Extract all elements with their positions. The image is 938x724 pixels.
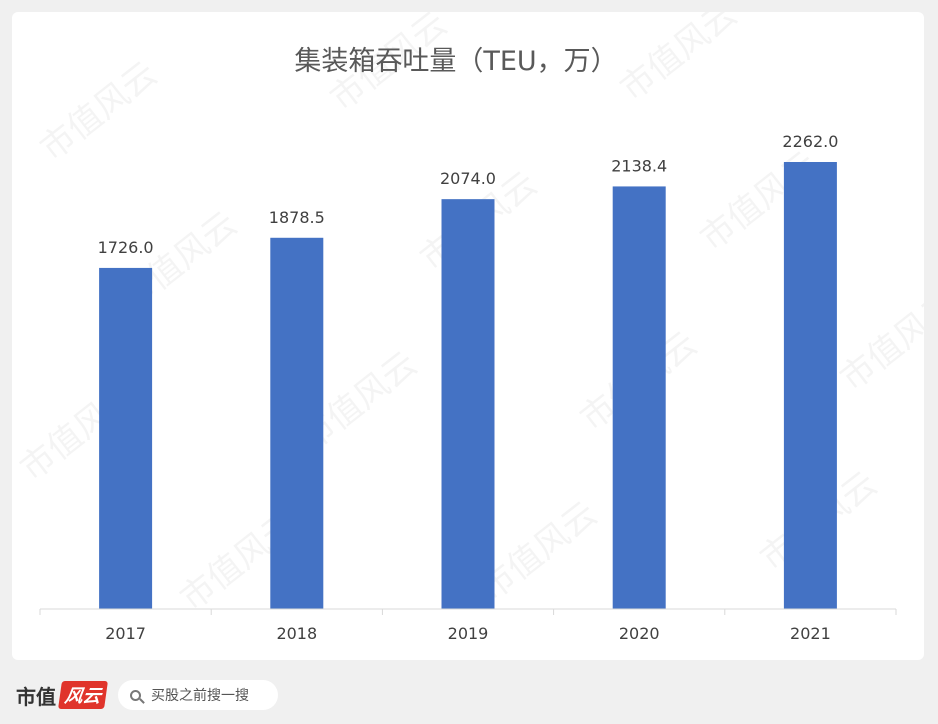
search-input[interactable]: 买股之前搜一搜 <box>118 680 278 710</box>
chart-card: 市值风云 市值风云 市值风云 市值风云 市值风云 市值风云 市值风云 市值风云 市值风云 市值风云… <box>12 12 924 660</box>
brand-logo-mark: 风云 <box>58 681 108 709</box>
watermark-text: 市值风云 <box>833 284 924 399</box>
bar-2019 <box>441 199 495 610</box>
bar-2017 <box>99 267 153 609</box>
watermark-text: 市值风云 <box>613 12 745 109</box>
data-label-2020: 2138.4 <box>611 156 667 175</box>
data-label-2021: 2262.0 <box>782 132 838 151</box>
x-axis: 2017 2018 2019 2020 2021 <box>39 608 897 643</box>
x-tick-label-2019: 2019 <box>448 624 489 643</box>
brand-logo[interactable]: 市值 风云 <box>16 681 108 710</box>
x-tick-label-2017: 2017 <box>105 624 146 643</box>
data-label-2019: 2074.0 <box>440 169 496 188</box>
data-label-2018: 1878.5 <box>269 208 325 227</box>
x-tick-label-2021: 2021 <box>790 624 831 643</box>
brand-text: 市值 <box>16 684 56 709</box>
x-tick-label-2020: 2020 <box>619 624 660 643</box>
search-icon <box>130 689 141 701</box>
search-placeholder: 买股之前搜一搜 <box>151 688 249 704</box>
bar-2021 <box>783 162 837 609</box>
bar-2018 <box>270 237 324 609</box>
data-label-2017: 1726.0 <box>98 238 154 257</box>
x-tick-label-2018: 2018 <box>276 624 317 643</box>
bar-2020 <box>612 186 666 609</box>
bars-layer <box>99 162 837 610</box>
chart-title: 集装箱吞吐量（TEU，万） <box>294 46 617 77</box>
footer-bar: 市值 风云 买股之前搜一搜 <box>0 666 938 724</box>
data-labels-layer: 1726.0 1878.5 2074.0 2138.4 2262.0 <box>98 132 839 257</box>
watermark-text: 市值风云 <box>33 54 165 169</box>
